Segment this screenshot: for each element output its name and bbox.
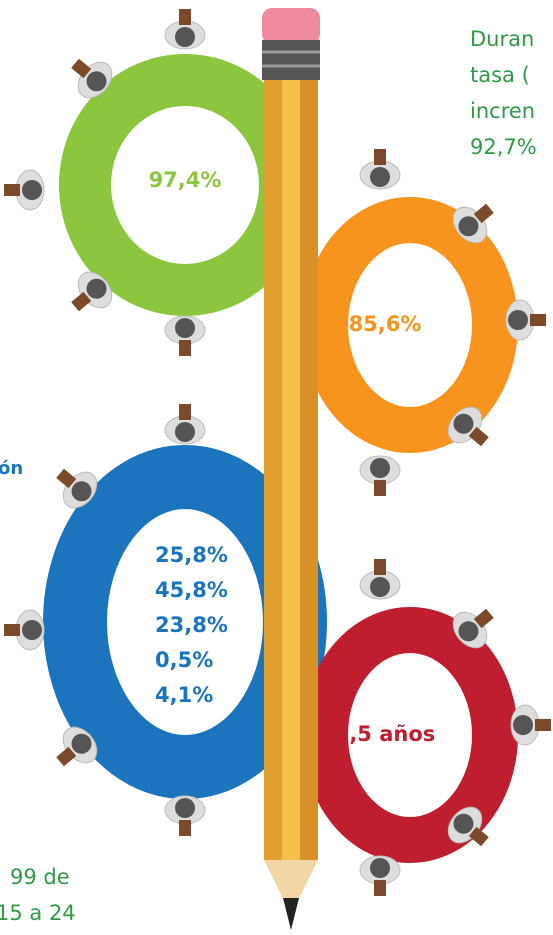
people-icons — [4, 9, 551, 896]
desk — [4, 624, 20, 636]
desk — [179, 820, 191, 836]
head — [175, 318, 195, 338]
desk — [468, 826, 489, 847]
person-icon — [359, 149, 401, 190]
person-icon — [505, 299, 546, 341]
desk — [468, 426, 489, 447]
person-icon — [359, 855, 401, 896]
desk — [374, 880, 386, 896]
person-icon — [510, 704, 551, 746]
desk — [473, 608, 494, 629]
head — [86, 278, 107, 299]
ring-label: 45,8% — [155, 578, 228, 602]
pencil-lead — [283, 898, 299, 930]
person-icon — [56, 468, 98, 509]
person-icon — [164, 315, 206, 356]
eraser — [262, 8, 320, 44]
desk — [4, 184, 20, 196]
person-icon — [4, 169, 45, 211]
head — [370, 167, 390, 187]
ring-label: 4,1% — [155, 683, 213, 707]
pencil-wood — [264, 860, 318, 915]
ring-label: 23,8% — [155, 613, 228, 637]
ring-label: 0,5% — [155, 648, 213, 672]
person-icon — [447, 806, 489, 847]
side-text: 92,7% — [470, 135, 537, 159]
pencil-body — [264, 80, 282, 860]
red-ring — [302, 607, 518, 863]
side-text: incren — [470, 99, 535, 123]
side-text: ón — [0, 458, 23, 479]
side-text: 15 a 24 — [0, 901, 76, 925]
side-text: tasa ( — [470, 63, 530, 87]
person-icon — [447, 406, 489, 447]
desk — [530, 314, 546, 326]
head — [71, 733, 92, 754]
blue-labels: 25,8% 45,8% 23,8% 0,5% 4,1% — [155, 543, 228, 707]
desk — [535, 719, 551, 731]
person-icon — [71, 58, 113, 99]
head — [22, 620, 42, 640]
person-icon — [452, 203, 494, 244]
desk — [179, 9, 191, 25]
head — [370, 858, 390, 878]
head — [508, 310, 528, 330]
side-text: Duran — [470, 27, 534, 51]
ring-label: 9,5 años — [335, 722, 436, 746]
person-icon — [71, 271, 113, 312]
head — [175, 798, 195, 818]
head — [513, 715, 533, 735]
desk — [179, 404, 191, 420]
ring-label: 97,4% — [149, 168, 222, 192]
side-text: 99 de — [10, 865, 70, 889]
ring-label: 25,8% — [155, 543, 228, 567]
head — [175, 27, 195, 47]
person-icon — [56, 726, 98, 767]
head — [370, 577, 390, 597]
ring-label: 85,6% — [349, 312, 422, 336]
person-icon — [164, 9, 206, 50]
head — [175, 422, 195, 442]
desk — [374, 480, 386, 496]
desk — [374, 559, 386, 575]
person-icon — [164, 404, 206, 445]
head — [458, 621, 479, 642]
head — [453, 813, 474, 834]
desk — [56, 468, 77, 489]
head — [86, 71, 107, 92]
head — [453, 413, 474, 434]
person-icon — [359, 455, 401, 496]
desk — [473, 203, 494, 224]
person-icon — [359, 559, 401, 600]
pencil — [262, 8, 320, 930]
person-icon — [452, 608, 494, 649]
person-icon — [4, 609, 45, 651]
desk — [56, 746, 77, 767]
desk — [374, 149, 386, 165]
head — [71, 481, 92, 502]
orange-ring — [302, 197, 518, 453]
head — [370, 458, 390, 478]
desk — [71, 291, 92, 312]
head — [22, 180, 42, 200]
desk — [179, 340, 191, 356]
ferrule — [262, 40, 320, 80]
head — [458, 216, 479, 237]
person-icon — [164, 795, 206, 836]
desk — [71, 58, 92, 79]
